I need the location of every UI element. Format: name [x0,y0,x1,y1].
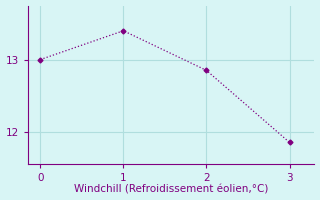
X-axis label: Windchill (Refroidissement éolien,°C): Windchill (Refroidissement éolien,°C) [74,184,268,194]
